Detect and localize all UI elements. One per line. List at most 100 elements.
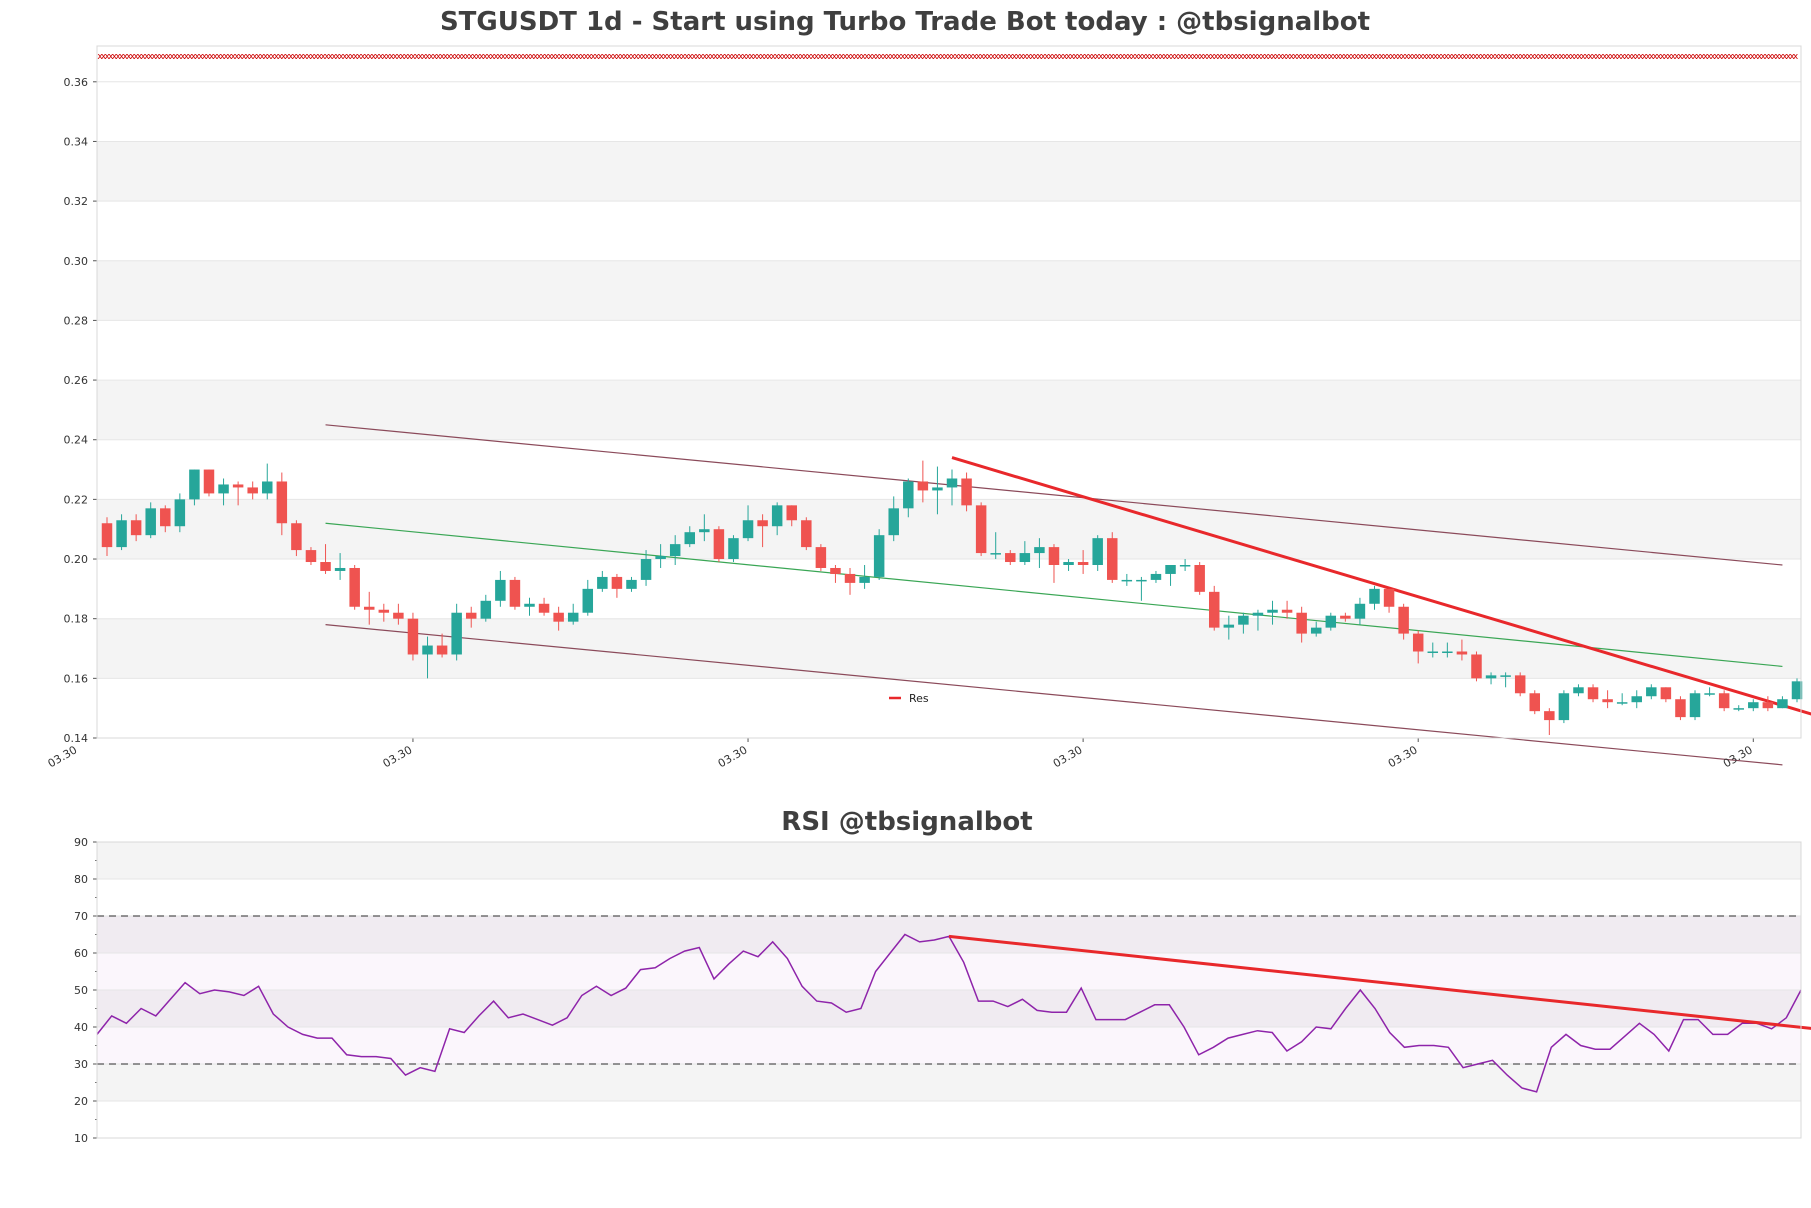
price-y-tick-label: 0.32	[64, 195, 89, 208]
signal-marker: x	[1041, 52, 1047, 62]
signal-marker: x	[1591, 52, 1597, 62]
signal-marker: x	[1336, 52, 1342, 62]
signal-marker: x	[123, 52, 129, 62]
signal-marker: x	[583, 52, 589, 62]
signal-marker: x	[501, 52, 507, 62]
signal-marker: x	[1516, 52, 1522, 62]
signal-marker: x	[159, 52, 165, 62]
signal-marker: x	[727, 52, 733, 62]
candle-body	[1179, 565, 1191, 567]
signal-marker: x	[1570, 52, 1576, 62]
signal-marker: x	[1566, 52, 1572, 62]
signal-marker: x	[713, 52, 719, 62]
signal-marker: x	[1285, 52, 1291, 62]
signal-marker: x	[1444, 52, 1450, 62]
candle	[1034, 538, 1045, 568]
candle-body	[378, 609, 390, 613]
candle	[305, 547, 317, 565]
signal-marker: x	[1113, 52, 1119, 62]
signal-marker: x	[1167, 52, 1173, 62]
candle	[1602, 690, 1613, 709]
signal-marker: x	[922, 52, 928, 62]
signal-marker: x	[681, 52, 687, 62]
candle	[101, 517, 113, 557]
candle	[407, 612, 419, 661]
candle-body	[757, 520, 768, 527]
candle-body	[1383, 588, 1395, 607]
signal-marker: x	[763, 52, 769, 62]
candle-body	[626, 579, 637, 589]
signal-marker: x	[1311, 52, 1317, 62]
candle	[232, 481, 244, 506]
candle-body	[495, 579, 506, 601]
signal-marker: x	[1642, 52, 1648, 62]
candle-body	[582, 588, 594, 613]
rsi-y-tick-label: 60	[74, 947, 88, 960]
signal-marker: x	[241, 52, 247, 62]
signal-marker: x	[846, 52, 852, 62]
signal-marker: x	[1318, 52, 1324, 62]
candle-body	[1252, 612, 1264, 616]
rsi-res-line	[948, 934, 1811, 1030]
signal-marker: x	[738, 52, 744, 62]
candle-body	[436, 645, 448, 655]
signal-marker: x	[1015, 52, 1021, 62]
signal-marker: x	[1429, 52, 1435, 62]
signal-marker: x	[519, 52, 525, 62]
signal-marker: x	[720, 52, 726, 62]
candle	[538, 597, 550, 616]
candle-body	[524, 603, 535, 607]
signal-marker: x	[357, 52, 363, 62]
signal-marker: x	[1210, 52, 1216, 62]
candle	[334, 553, 346, 580]
candle	[1544, 708, 1555, 736]
signal-marker: x	[1195, 52, 1201, 62]
signal-marker: x	[1213, 52, 1219, 62]
signal-marker: x	[1656, 52, 1662, 62]
candle	[1136, 576, 1147, 601]
signal-marker: x	[904, 52, 910, 62]
price-y-tick-label: 0.14	[64, 732, 89, 745]
signal-marker: x	[598, 52, 604, 62]
candle-body	[1456, 651, 1468, 655]
signal-marker: x	[227, 52, 233, 62]
signal-marker: x	[1329, 52, 1335, 62]
signal-marker: x	[558, 52, 564, 62]
candle-body	[262, 481, 273, 494]
signal-marker: x	[454, 52, 460, 62]
signal-marker: x	[537, 52, 543, 62]
signal-marker: x	[1480, 52, 1486, 62]
signal-marker: x	[544, 52, 550, 62]
signal-marker: x	[1271, 52, 1277, 62]
candle-body	[1398, 606, 1409, 634]
signal-marker: x	[303, 52, 309, 62]
candle-body	[538, 603, 550, 613]
signal-marker: x	[645, 52, 651, 62]
signal-marker: x	[1707, 52, 1713, 62]
candle	[626, 576, 637, 592]
signal-marker: x	[1023, 52, 1029, 62]
rsi-y-tick-label: 50	[74, 984, 88, 997]
signal-marker: x	[1465, 52, 1471, 62]
candle	[859, 565, 870, 589]
price-plot-frame	[96, 45, 1802, 739]
signal-marker: x	[1674, 52, 1680, 62]
candle	[218, 478, 229, 506]
signal-marker: x	[774, 52, 780, 62]
candle	[975, 502, 987, 557]
signal-marker: x	[1663, 52, 1669, 62]
candle-body	[1602, 699, 1613, 703]
candle-body	[1718, 693, 1730, 709]
signal-marker: x	[299, 52, 305, 62]
signal-marker: x	[1048, 52, 1054, 62]
signal-marker: x	[1325, 52, 1331, 62]
candle-body	[786, 505, 797, 521]
candle-body	[116, 520, 127, 548]
signal-marker: x	[1001, 52, 1007, 62]
signal-marker: x	[958, 52, 964, 62]
signal-marker: x	[871, 52, 877, 62]
candle-body	[1005, 553, 1016, 563]
signal-marker: x	[936, 52, 942, 62]
signal-marker: x	[1635, 52, 1641, 62]
signal-marker: x	[130, 52, 136, 62]
